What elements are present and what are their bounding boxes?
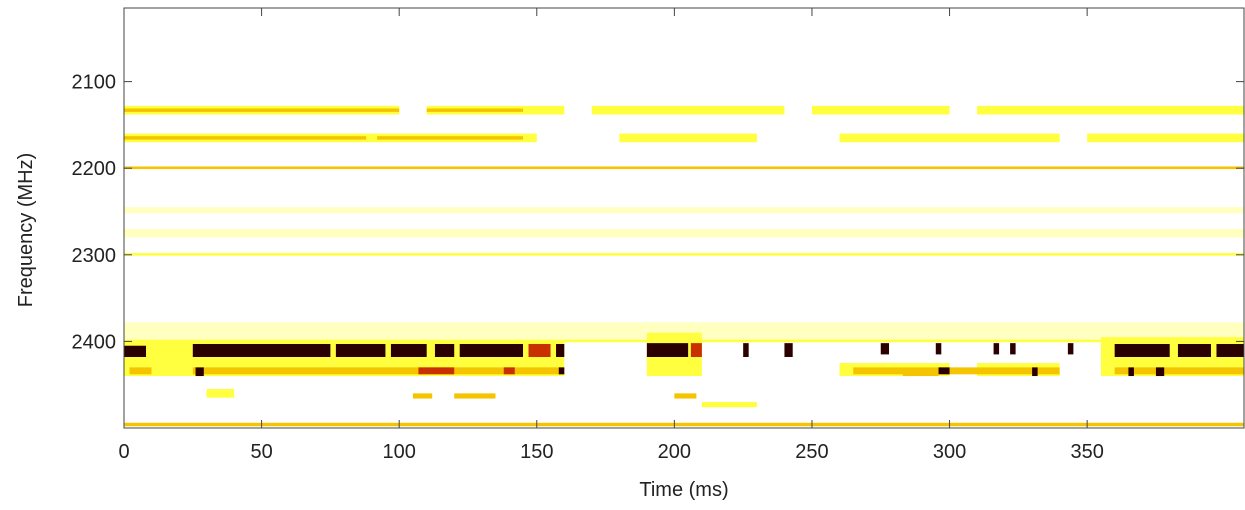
heat-cell [1177, 344, 1211, 357]
heat-cell [195, 367, 204, 377]
heat-cell [1114, 344, 1170, 357]
heat-cell [993, 343, 1000, 355]
heat-cell [938, 367, 950, 375]
plot-frame [123, 7, 1245, 429]
heat-cell [646, 343, 689, 357]
heat-cell [124, 207, 1244, 214]
x-tick-label: 0 [118, 441, 129, 463]
y-tick-label: 2300 [72, 245, 117, 267]
heat-cell [124, 108, 400, 112]
x-tick-label: 250 [795, 441, 828, 463]
y-tick-label: 2100 [72, 72, 117, 94]
x-tick-label: 100 [382, 441, 415, 463]
heat-cell [454, 393, 496, 399]
heat-cell [558, 367, 565, 375]
heat-cell [377, 136, 524, 140]
heat-cell [564, 322, 1244, 340]
heat-cell [503, 367, 515, 375]
heat-cell [192, 367, 565, 375]
heat-cell [335, 344, 386, 357]
x-tick-label: 300 [933, 441, 966, 463]
heat-cell [811, 105, 950, 115]
heatmap-cells [124, 105, 1244, 427]
heat-cell [418, 367, 455, 375]
heat-cell [674, 393, 697, 399]
heat-cell [206, 389, 235, 398]
heat-cell [1114, 367, 1244, 375]
heat-cell [412, 393, 433, 399]
heat-cell [977, 105, 1244, 115]
heat-cell [528, 344, 551, 357]
heat-cell [1155, 367, 1165, 377]
heat-cell [591, 105, 785, 115]
heat-cell [1010, 343, 1016, 355]
heat-cell [426, 108, 524, 112]
y-axis-title: Frequency (MHz) [15, 153, 37, 307]
heat-cell [784, 343, 793, 357]
heat-cell [880, 343, 890, 355]
heat-cell [701, 402, 757, 408]
heat-cell [1067, 343, 1074, 355]
x-tick-label: 350 [1070, 441, 1103, 463]
heat-cell [124, 422, 1244, 427]
heat-cell [935, 343, 942, 355]
heat-cell [124, 166, 1244, 170]
heat-cell [619, 133, 757, 143]
heat-cell [743, 343, 749, 357]
x-tick-label: 50 [250, 441, 272, 463]
heat-cell [192, 344, 331, 357]
x-tick-label: 200 [658, 441, 691, 463]
y-tick-label: 2400 [72, 331, 117, 353]
heat-cell [129, 367, 152, 375]
x-tick-label: 150 [520, 441, 553, 463]
heat-cell [124, 228, 1244, 238]
heat-cell [1128, 367, 1134, 377]
heat-cell [390, 344, 427, 357]
x-axis-title: Time (ms) [639, 479, 728, 501]
y-tick-label: 2200 [72, 158, 117, 180]
heat-cell [1087, 133, 1244, 143]
heat-cell [124, 253, 1244, 256]
heat-cell [434, 344, 455, 357]
heat-cell [124, 322, 565, 340]
heat-cell [459, 344, 524, 357]
heat-cell [124, 136, 367, 140]
heat-cell [124, 339, 1244, 343]
heat-cell [124, 345, 147, 357]
heat-cell [690, 343, 702, 357]
heat-cell [1032, 367, 1038, 377]
heat-cell [1216, 344, 1244, 357]
heat-cell [839, 133, 1060, 143]
heat-cell [556, 344, 565, 357]
heat-cell [902, 369, 939, 377]
heat-cell [853, 367, 1060, 375]
